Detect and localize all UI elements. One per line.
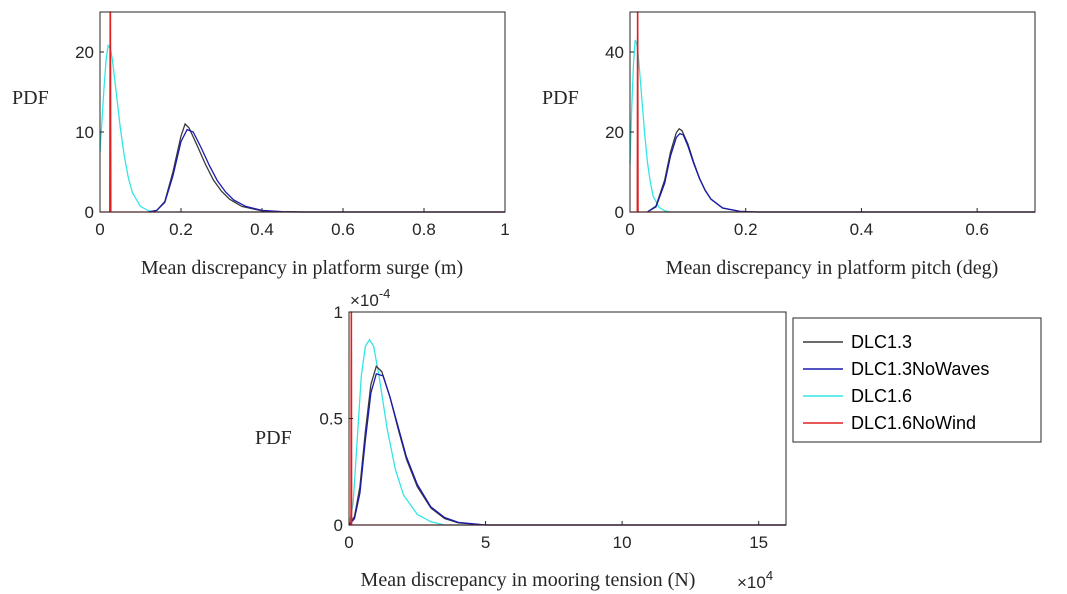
pitch-xtick-label: 0.4: [850, 220, 874, 239]
surge-series-dlc1-6nowind: [100, 11, 505, 213]
pitch-series-dlc1-6: [629, 39, 1035, 213]
pitch-ytick-label: 20: [605, 123, 624, 142]
tension-xtick-label: 10: [613, 533, 632, 552]
tension-ytick-label: 1: [334, 303, 343, 322]
legend-label: DLC1.3NoWaves: [851, 359, 989, 379]
tension-xtick-label: 0: [344, 533, 353, 552]
pitch-series-dlc1-6nowind: [630, 11, 1035, 213]
tension-series-dlc1-6: [348, 338, 786, 526]
surge-xtick-label: 0.8: [412, 220, 436, 239]
tension-series-dlc1-6nowind: [349, 311, 786, 526]
tension-x-multiplier: ×104: [737, 568, 773, 592]
tension-xtick-label: 15: [749, 533, 768, 552]
legend: DLC1.3 DLC1.3NoWaves DLC1.6 DLC1.6NoWind: [792, 317, 1042, 443]
surge-axes-box: [99, 11, 506, 213]
surge-xlabel: Mean discrepancy in platform surge (m): [141, 257, 463, 279]
surge-series-dlc1-6: [99, 44, 505, 213]
tension-xticks: 0 5 10 15: [344, 521, 768, 552]
surge-ytick-label: 20: [75, 43, 94, 62]
y-multiplier-exp: -4: [379, 286, 391, 301]
legend-label: DLC1.6NoWind: [851, 413, 976, 433]
surge-yticks: 0 10 20: [75, 43, 104, 222]
pitch-xlabel: Mean discrepancy in platform pitch (deg): [666, 257, 999, 279]
pitch-series-dlc1-3: [647, 127, 1035, 213]
pitch-panel: 0 0.2 0.4 0.6 0 20 40 PDF Mean discrepancy in…: [542, 11, 1036, 279]
pitch-series-dlc1-3nowaves: [647, 132, 1035, 213]
tension-ylabel: PDF: [255, 427, 292, 449]
legend-box: [792, 317, 1042, 443]
pitch-xtick-label: 0: [625, 220, 634, 239]
surge-ylabel: PDF: [12, 87, 49, 109]
surge-xtick-label: 0.6: [331, 220, 355, 239]
pitch-xticks: 0 0.2 0.4 0.6: [625, 208, 989, 239]
pitch-yticks: 0 20 40: [605, 43, 634, 222]
pitch-axes-box: [629, 11, 1036, 213]
tension-xtick-label: 5: [481, 533, 490, 552]
legend-label: DLC1.3: [851, 332, 912, 352]
surge-xtick-label: 1: [500, 220, 509, 239]
tension-series-dlc1-3nowaves: [348, 372, 786, 526]
y-multiplier-base: ×10: [350, 291, 379, 310]
legend-entries: DLC1.3 DLC1.3NoWaves DLC1.6 DLC1.6NoWind: [803, 332, 989, 433]
tension-panel: 0 5 10 15 00.51 PDF Mean discrepancy in moo…: [255, 286, 787, 592]
surge-series-dlc1-3nowaves: [148, 128, 505, 213]
tension-y-multiplier: ×10-4: [350, 286, 390, 310]
pitch-xtick-label: 0.2: [734, 220, 758, 239]
tension-yticks: 00.51: [319, 303, 353, 535]
svg-text:×10-4: ×10-4: [350, 286, 390, 310]
surge-xticks: 0 0.2 0.4 0.6 0.8 1: [95, 208, 510, 239]
surge-series-dlc1-3: [148, 122, 505, 213]
surge-xtick-label: 0.2: [169, 220, 193, 239]
tension-series-layer: [348, 311, 786, 526]
tension-xlabel: Mean discrepancy in mooring tension (N): [361, 569, 696, 591]
surge-xtick-label: 0.4: [250, 220, 274, 239]
tension-series-dlc1-3: [348, 365, 786, 526]
surge-ytick-label: 0: [85, 203, 94, 222]
surge-xtick-label: 0: [95, 220, 104, 239]
pitch-series-layer: [629, 11, 1035, 213]
legend-label: DLC1.6: [851, 386, 912, 406]
pitch-ytick-label: 0: [615, 203, 624, 222]
tension-ytick-label: 0.5: [319, 410, 343, 429]
tension-ytick-label: 0: [334, 516, 343, 535]
surge-series-layer: [99, 11, 505, 213]
surge-ytick-label: 10: [75, 123, 94, 142]
pitch-xtick-label: 0.6: [965, 220, 989, 239]
tension-axes-box: [348, 311, 787, 526]
pitch-ytick-label: 40: [605, 43, 624, 62]
pitch-ylabel: PDF: [542, 87, 579, 109]
x-multiplier-exp: 4: [766, 568, 773, 583]
svg-text:×104: ×104: [737, 568, 773, 592]
x-multiplier-base: ×10: [737, 573, 766, 592]
surge-panel: 0 0.2 0.4 0.6 0.8 1 0 10 20 PDF Mean discrepanc…: [12, 11, 510, 279]
